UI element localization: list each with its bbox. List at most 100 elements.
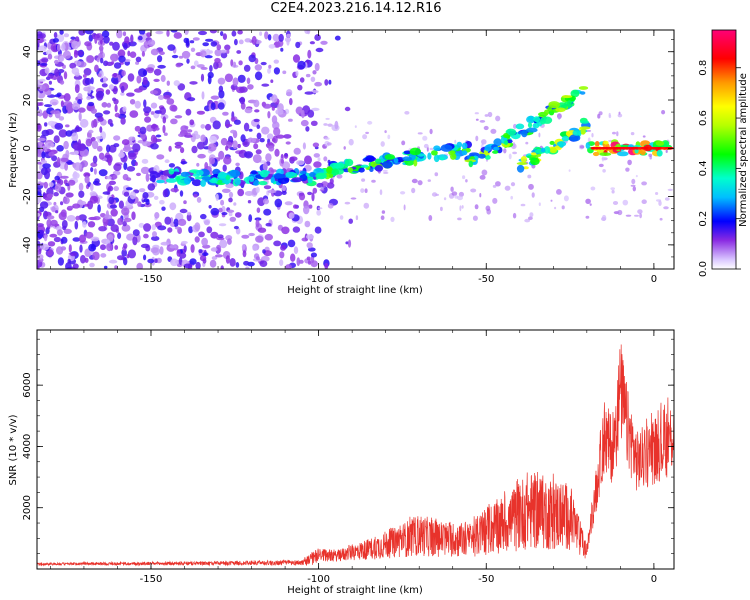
noise-blob: [327, 203, 334, 209]
noise-blob: [147, 183, 156, 191]
noise-blob: [84, 30, 94, 35]
noise-blob: [150, 247, 159, 254]
x-tick-label: 0: [651, 574, 657, 585]
noise-blob: [98, 226, 107, 232]
noise-blob: [71, 132, 79, 141]
noise-blob: [58, 116, 65, 121]
noise-blob: [50, 143, 55, 148]
signal-blob: [375, 158, 382, 165]
noise-blob: [228, 191, 234, 198]
noise-blob: [123, 257, 128, 266]
noise-blob: [525, 141, 529, 145]
noise-blob: [55, 210, 59, 214]
noise-blob: [61, 43, 66, 51]
noise-blob: [215, 193, 219, 202]
noise-blob: [401, 140, 406, 146]
signal-blob: [307, 177, 313, 184]
noise-blob: [218, 223, 227, 227]
noise-blob: [309, 41, 315, 45]
noise-blob: [224, 73, 233, 83]
noise-blob: [429, 128, 433, 135]
noise-blob: [417, 180, 423, 186]
noise-blob: [315, 47, 324, 53]
signal-blob: [270, 176, 275, 183]
noise-blob: [163, 132, 168, 136]
noise-blob: [135, 61, 140, 65]
noise-blob: [262, 249, 266, 254]
signal-blob: [165, 178, 177, 183]
noise-blob: [334, 35, 341, 41]
noise-blob: [121, 248, 127, 257]
signal-blob: [168, 168, 175, 175]
noise-blob: [481, 169, 488, 176]
signal-blob: [521, 129, 528, 138]
noise-blob: [286, 33, 292, 38]
signal-blob: [413, 159, 418, 167]
noise-blob: [151, 236, 160, 241]
noise-blob: [74, 220, 79, 230]
noise-blob: [157, 64, 166, 69]
noise-blob: [146, 32, 152, 38]
snr-ticks: -150 -100 -50 0 2000 4000 6000: [22, 330, 674, 585]
noise-blob: [255, 186, 260, 193]
noise-blob: [50, 110, 59, 115]
signal-blob: [358, 167, 365, 173]
signal-blob: [529, 157, 537, 161]
noise-blob: [82, 74, 87, 78]
noise-blob: [43, 234, 48, 242]
noise-blob: [210, 41, 218, 47]
noise-blob: [64, 162, 68, 171]
noise-blob: [71, 67, 80, 75]
noise-blob: [252, 154, 262, 164]
noise-blob: [185, 108, 192, 116]
noise-blob: [306, 242, 313, 249]
noise-blob: [137, 201, 142, 207]
noise-blob: [205, 123, 212, 131]
noise-blob: [86, 95, 91, 101]
noise-blob: [46, 219, 52, 227]
noise-blob: [215, 254, 223, 258]
signal-blob: [523, 166, 529, 170]
noise-blob: [194, 222, 201, 232]
noise-blob: [46, 215, 55, 220]
noise-blob: [255, 235, 264, 243]
noise-blob: [122, 220, 127, 227]
noise-blob: [178, 133, 185, 138]
noise-blob: [129, 110, 139, 118]
noise-blob: [417, 132, 423, 135]
noise-blob: [387, 134, 391, 140]
signal-blob: [617, 151, 629, 157]
y-tick-label: -20: [22, 188, 33, 204]
noise-blob: [229, 258, 236, 267]
noise-blob: [411, 178, 418, 184]
noise-blob: [286, 89, 293, 97]
noise-blob: [190, 47, 196, 52]
noise-blob: [178, 55, 184, 59]
spectrogram-frame: [36, 29, 675, 270]
noise-blob: [105, 89, 111, 95]
noise-blob: [132, 143, 141, 153]
signal-blob: [526, 115, 536, 124]
noise-blob: [123, 191, 130, 197]
noise-blob: [273, 240, 282, 247]
noise-blob: [218, 207, 223, 213]
noise-blob: [244, 191, 254, 196]
spectrogram-ticks: -150 -100 -50 0 -40 -20 0 20 40: [22, 30, 674, 285]
noise-blob: [87, 101, 95, 107]
noise-blob: [189, 119, 195, 126]
noise-blob: [429, 147, 434, 151]
noise-blob: [224, 44, 231, 51]
noise-blob: [261, 83, 270, 87]
noise-blob: [118, 152, 125, 159]
noise-blob: [230, 129, 236, 134]
noise-blob: [110, 61, 115, 65]
noise-blob: [144, 116, 152, 123]
noise-blob: [314, 81, 322, 87]
noise-blob: [225, 123, 233, 127]
noise-blob: [108, 196, 115, 205]
noise-blob: [62, 50, 72, 59]
noise-blob: [612, 201, 619, 205]
noise-blob: [63, 93, 71, 102]
noise-blob: [304, 91, 314, 95]
y-tick-label: 40: [22, 45, 33, 58]
